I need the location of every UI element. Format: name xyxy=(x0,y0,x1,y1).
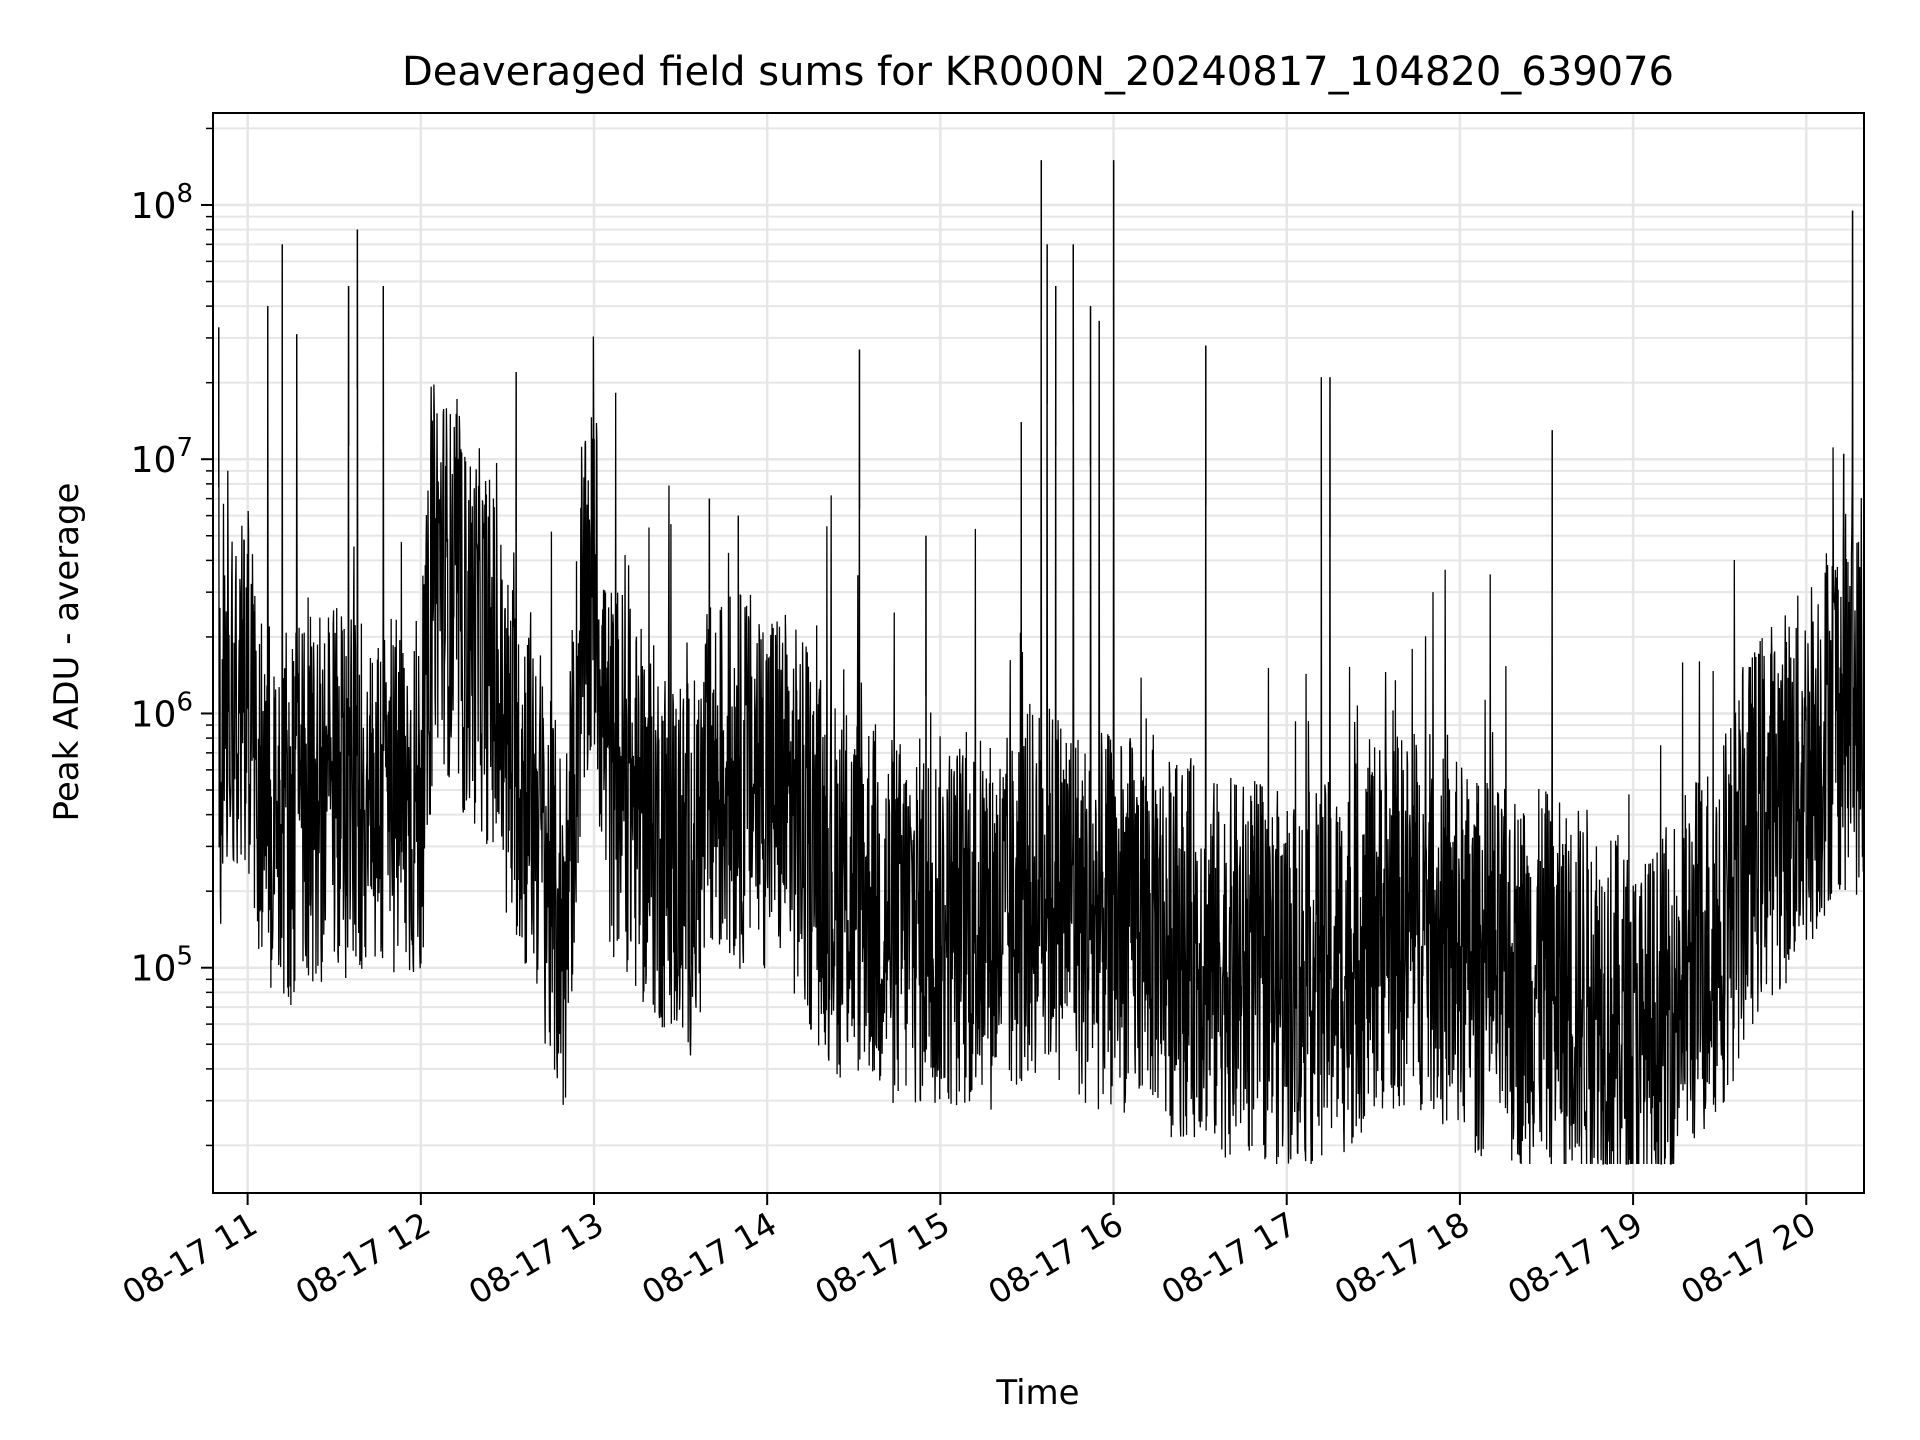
chart-title: Deaveraged field sums for KR000N_2024081… xyxy=(402,49,1674,95)
y-axis-label: Peak ADU - average xyxy=(47,483,87,822)
chart: 10510610710808-17 11 08-17 12 08-17 13 08-1… xyxy=(0,0,1920,1440)
x-axis-label: Time xyxy=(995,1373,1079,1413)
